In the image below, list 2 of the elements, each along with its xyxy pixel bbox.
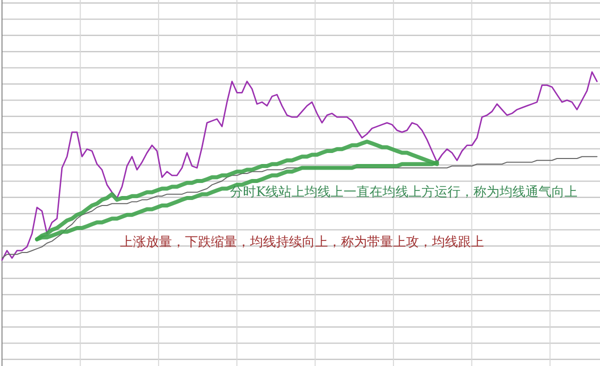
annotation: 分时K线站上均线上一直在均线上方运行，称为均线通气向上 <box>230 184 578 200</box>
annotation: 上涨放量，下跌缩量，均线持续向上，称为带量上攻，均线跟上 <box>120 235 484 250</box>
